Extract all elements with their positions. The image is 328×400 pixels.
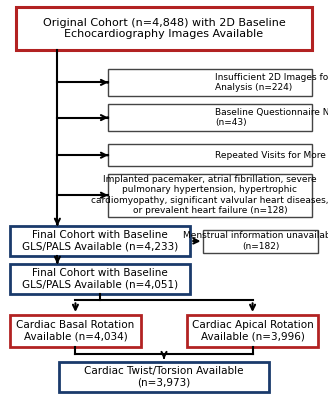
Text: Original Cohort (n=4,848) with 2D Baseline
Echocardiography Images Available: Original Cohort (n=4,848) with 2D Baseli…	[43, 18, 285, 39]
FancyBboxPatch shape	[203, 230, 318, 253]
Text: Cardiac Twist/Torsion Available
(n=3,973): Cardiac Twist/Torsion Available (n=3,973…	[84, 366, 244, 388]
Text: Insufficient 2D Images for GLS Deformation
Analysis (n=224): Insufficient 2D Images for GLS Deformati…	[215, 73, 328, 92]
FancyBboxPatch shape	[187, 315, 318, 347]
Text: Menstrual information unavailable
(n=182): Menstrual information unavailable (n=182…	[183, 232, 328, 251]
Text: Cardiac Apical Rotation
Available (n=3,996): Cardiac Apical Rotation Available (n=3,9…	[192, 320, 314, 342]
FancyBboxPatch shape	[16, 7, 312, 50]
Text: Repeated Visits for More than 2 Times (n=402): Repeated Visits for More than 2 Times (n…	[215, 151, 328, 160]
FancyBboxPatch shape	[10, 315, 141, 347]
FancyBboxPatch shape	[10, 264, 190, 294]
Text: Final Cohort with Baseline
GLS/PALS Available (n=4,051): Final Cohort with Baseline GLS/PALS Avai…	[22, 268, 178, 290]
FancyBboxPatch shape	[108, 104, 312, 131]
Text: Final Cohort with Baseline
GLS/PALS Available (n=4,233): Final Cohort with Baseline GLS/PALS Avai…	[22, 230, 178, 252]
FancyBboxPatch shape	[108, 174, 312, 217]
FancyBboxPatch shape	[59, 362, 269, 392]
FancyBboxPatch shape	[108, 69, 312, 96]
Text: Implanted pacemaker, atrial fibrillation, severe
pulmonary hypertension, hypertr: Implanted pacemaker, atrial fibrillation…	[91, 175, 328, 215]
Text: Baseline Questionnaire Not Available or Missing
(n=43): Baseline Questionnaire Not Available or …	[215, 108, 328, 127]
FancyBboxPatch shape	[10, 226, 190, 256]
Text: Cardiac Basal Rotation
Available (n=4,034): Cardiac Basal Rotation Available (n=4,03…	[16, 320, 134, 342]
FancyBboxPatch shape	[108, 144, 312, 166]
